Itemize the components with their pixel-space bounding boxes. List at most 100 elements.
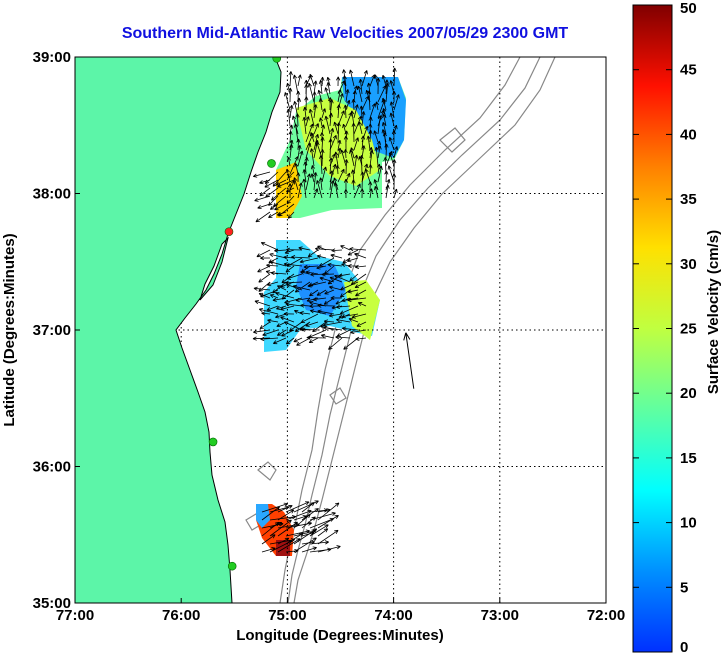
current-vector [354,281,367,289]
current-vector [357,85,363,103]
current-vector [330,253,343,259]
current-vector [359,105,364,119]
current-vector [297,150,304,167]
current-vector [328,337,343,350]
current-vector [353,116,362,135]
current-vector [321,108,326,119]
current-vector [299,257,319,264]
current-vector [305,142,312,159]
current-vector [355,336,367,341]
current-vector [292,74,299,95]
current-vector [313,123,319,135]
reference-vector [403,332,415,389]
current-vector [304,157,309,167]
current-vector [316,180,323,199]
current-vector [256,249,271,258]
x-tick-label: 76:00 [162,607,200,624]
colorbar-tick-label: 25 [680,321,697,338]
current-vector [309,309,327,315]
x-axis-label: Longitude (Degrees:Minutes) [236,627,444,644]
current-vector [313,172,318,191]
current-vector [257,203,271,210]
y-tick-label: 37:00 [33,322,71,339]
current-vector [293,337,303,343]
current-vector [295,297,311,302]
current-vector [266,281,279,287]
station-marker [227,561,237,571]
grid-lines [75,57,606,603]
current-vector [353,154,359,175]
current-vector [302,116,307,135]
colorbar-tick-label: 20 [680,385,697,402]
current-vector [303,106,308,119]
colorbar-tick-label: 0 [680,639,688,656]
current-vector [384,79,389,95]
current-vector [324,115,331,135]
current-vector [304,96,309,111]
current-vector [291,255,311,260]
current-vector [389,101,395,119]
current-vector [355,289,367,297]
current-vector [381,97,387,111]
current-vector [347,249,359,256]
current-vector [373,130,379,143]
x-tick-label: 74:00 [374,607,412,624]
current-vector [287,171,295,179]
current-vector [266,263,279,268]
current-vector [351,122,356,143]
current-vector [337,168,345,183]
current-vector [259,187,271,197]
current-vector [360,171,365,191]
current-vector [316,289,327,296]
current-vector [317,528,329,537]
current-vector [308,337,319,344]
current-vector [297,145,302,159]
current-vector [329,285,343,291]
current-vector [353,104,359,119]
current-vector [269,252,287,259]
current-vector [277,505,293,513]
current-vector [327,262,343,267]
current-vector [329,170,334,191]
current-vector [305,270,319,275]
current-vector [373,186,379,199]
current-vector [310,165,316,175]
current-vector [284,92,291,111]
current-vector [343,337,359,350]
current-vector [302,169,307,183]
current-vector [294,163,299,175]
current-vector [317,514,339,529]
current-vector [272,281,287,294]
current-vector [338,273,351,278]
current-vector [305,321,319,327]
current-vector [280,305,295,311]
x-tick-label: 72:00 [587,607,625,624]
current-vector [348,69,355,87]
current-vector [276,321,287,327]
current-vector [285,501,310,513]
current-vector [309,289,319,297]
current-vector [318,98,323,111]
current-vector [274,248,287,253]
current-vector [316,254,327,259]
current-vector [358,78,363,95]
current-vector [328,138,333,159]
current-vector [382,132,387,151]
current-vector [351,313,367,319]
current-vector [318,79,323,95]
current-vector [368,181,373,191]
current-vector [368,123,373,135]
current-vector [259,321,271,330]
current-vector [286,187,295,193]
current-vector [345,99,351,111]
station-marker [272,57,282,63]
current-vector [268,211,279,218]
colorbar-label: Surface Velocity (cm/s) [705,230,722,394]
current-vector [293,177,299,191]
current-vector [335,335,351,340]
current-vector [368,188,374,199]
current-vector [350,273,367,285]
current-vector [306,297,319,303]
current-vector [286,247,303,252]
current-vector [317,309,335,315]
